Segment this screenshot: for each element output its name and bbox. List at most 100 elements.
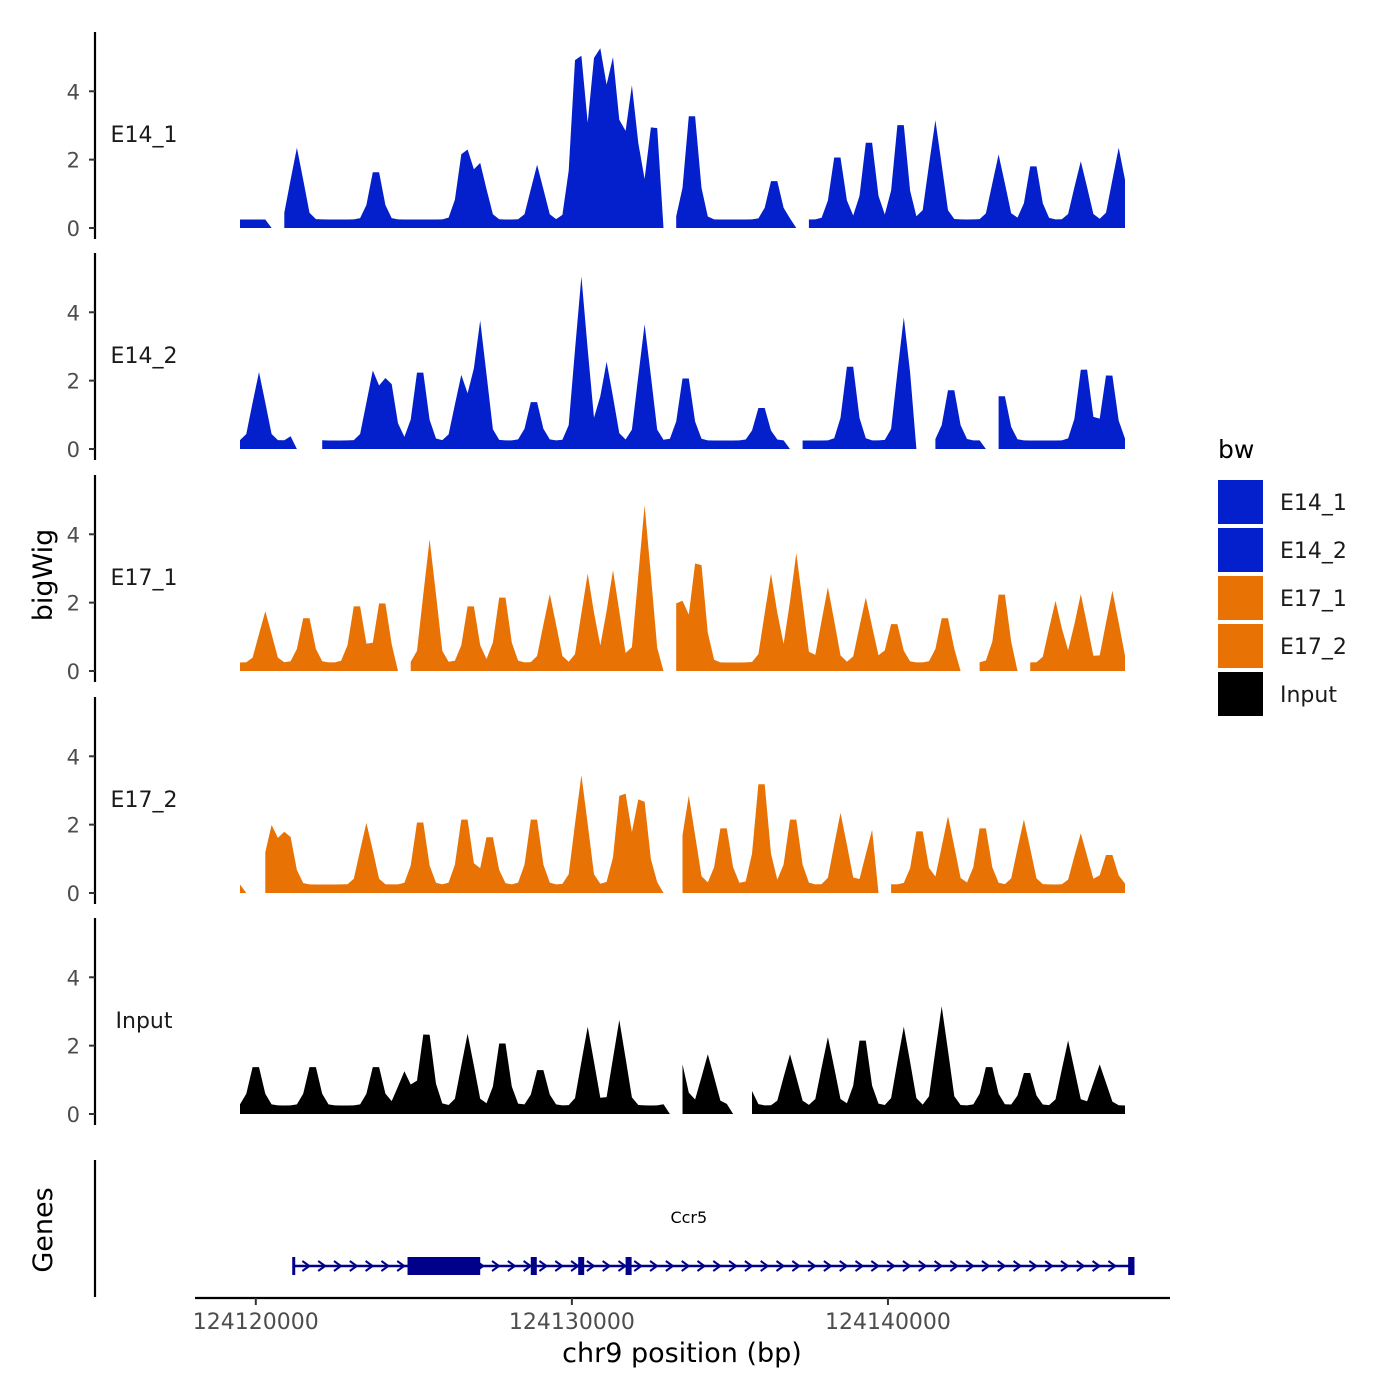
gene-exon — [1128, 1257, 1135, 1275]
strand-arrow-icon — [854, 1260, 865, 1272]
y-tick-label: 2 — [67, 149, 80, 173]
strand-arrow-icon — [728, 1260, 738, 1272]
legend-label: E14_2 — [1280, 539, 1347, 564]
x-axis-title: chr9 position (bp) — [562, 1338, 802, 1369]
legend-label: E17_2 — [1280, 635, 1347, 660]
strand-arrow-icon — [1091, 1260, 1102, 1272]
gene-exon — [530, 1257, 537, 1275]
y-tick-label: 2 — [67, 1035, 80, 1059]
track-E14_1: 0 2 4 E14_1 — [67, 32, 1125, 241]
x-axis: 124120000 124130000 124140000 — [193, 1296, 1170, 1335]
legend-title: bw — [1218, 435, 1254, 464]
signal-area-Input — [240, 1006, 1125, 1114]
gene-exon — [407, 1257, 481, 1275]
track-label: E14_1 — [111, 123, 178, 148]
strand-arrow-icon — [1012, 1260, 1023, 1272]
strand-arrow-icon — [349, 1260, 359, 1272]
strand-arrow-icon — [902, 1260, 912, 1272]
track-E14_2: 0 2 4 E14_2 — [67, 253, 1125, 462]
strand-arrow-icon — [1107, 1260, 1118, 1272]
strand-arrow-icon — [965, 1260, 975, 1272]
strand-arrow-icon — [870, 1260, 881, 1272]
signal-area-E14_1 — [240, 48, 1125, 228]
strand-arrow-icon — [823, 1260, 833, 1272]
signal-area-E17_2 — [240, 775, 1125, 893]
track-label: E17_1 — [111, 566, 178, 591]
legend-swatch-E14_1 — [1218, 480, 1263, 524]
legend: bw E14_1 E14_2 E17_1 E17_2 Input — [1218, 435, 1347, 716]
y-tick-label: 0 — [67, 1103, 80, 1127]
strand-arrow-icon — [696, 1260, 707, 1272]
strand-arrow-icon — [538, 1260, 549, 1272]
y-tick-label: 0 — [67, 438, 80, 462]
legend-swatch-Input — [1218, 672, 1263, 716]
x-tick-label: 124120000 — [193, 1310, 319, 1335]
y-tick-label: 4 — [67, 80, 80, 104]
track-E17_2: 0 2 4 E17_2 — [67, 697, 1125, 906]
x-tick-label: 124140000 — [825, 1310, 951, 1335]
legend-swatch-E17_1 — [1218, 576, 1263, 620]
gene-exon — [625, 1257, 632, 1275]
y-tick-label: 0 — [67, 660, 80, 684]
legend-label: E14_1 — [1280, 491, 1347, 516]
strand-arrow-icon — [1060, 1260, 1070, 1272]
strand-arrow-icon — [997, 1260, 1007, 1272]
track-label: E14_2 — [111, 344, 178, 369]
genes-track: Ccr5 — [93, 1160, 1135, 1297]
track-label: E17_2 — [111, 788, 178, 813]
strand-arrow-icon — [949, 1260, 960, 1272]
y-tick-label: 4 — [67, 745, 80, 769]
strand-arrow-icon — [918, 1260, 928, 1272]
strand-arrow-icon — [333, 1260, 343, 1272]
y-tick-label: 4 — [67, 523, 80, 547]
strand-arrow-icon — [1028, 1260, 1039, 1272]
strand-arrow-icon — [839, 1260, 849, 1272]
y-tick-label: 4 — [67, 301, 80, 325]
strand-arrow-icon — [807, 1260, 817, 1272]
strand-arrow-icon — [491, 1260, 501, 1272]
strand-arrow-icon — [886, 1260, 896, 1272]
y-tick-label: 0 — [67, 882, 80, 906]
legend-label: E17_1 — [1280, 587, 1347, 612]
legend-swatch-E14_2 — [1218, 528, 1263, 572]
strand-arrow-icon — [586, 1260, 596, 1272]
strand-arrow-icon — [602, 1260, 612, 1272]
signal-tracks: 0 2 4 E14_1 0 2 4 E14_2 0 2 4 E17_1 0 2 4 E17_2 0 2 4 Input — [67, 32, 1125, 1127]
strand-arrow-icon — [933, 1260, 944, 1272]
strand-arrow-icon — [570, 1260, 580, 1272]
y-tick-label: 2 — [67, 814, 80, 838]
signal-area-E17_1 — [240, 505, 1125, 671]
strand-arrow-icon — [681, 1260, 691, 1272]
strand-arrow-icon — [617, 1260, 628, 1272]
strand-arrow-icon — [554, 1260, 564, 1272]
strand-arrow-icon — [507, 1260, 517, 1272]
signal-area-E14_2 — [240, 276, 1125, 449]
track-label: Input — [116, 1009, 173, 1034]
strand-arrow-icon — [649, 1260, 659, 1272]
strand-arrow-icon — [365, 1260, 375, 1272]
strand-arrow-icon — [981, 1260, 991, 1272]
legend-swatch-E17_2 — [1218, 624, 1263, 668]
track-E17_1: 0 2 4 E17_1 — [67, 475, 1125, 684]
y-tick-label: 4 — [67, 966, 80, 990]
strand-arrow-icon — [633, 1260, 643, 1272]
gene-exon — [578, 1257, 585, 1275]
strand-arrow-icon — [1044, 1260, 1054, 1272]
strand-arrow-icon — [1076, 1260, 1086, 1272]
strand-arrow-icon — [665, 1260, 675, 1272]
x-tick-label: 124130000 — [509, 1310, 635, 1335]
y-tick-label: 2 — [67, 592, 80, 616]
strand-arrow-icon — [712, 1260, 722, 1272]
strand-arrow-icon — [396, 1260, 406, 1272]
gene-name-label: Ccr5 — [670, 1208, 707, 1227]
y-axis-title: bigWig — [28, 529, 59, 622]
strand-arrow-icon — [523, 1260, 533, 1272]
legend-label: Input — [1280, 683, 1337, 708]
strand-arrow-icon — [775, 1260, 786, 1272]
y-tick-label: 2 — [67, 370, 80, 394]
genes-axis-title: Genes — [28, 1187, 59, 1272]
strand-arrow-icon — [760, 1260, 770, 1272]
strand-arrow-icon — [317, 1260, 327, 1272]
strand-arrow-icon — [380, 1260, 391, 1272]
